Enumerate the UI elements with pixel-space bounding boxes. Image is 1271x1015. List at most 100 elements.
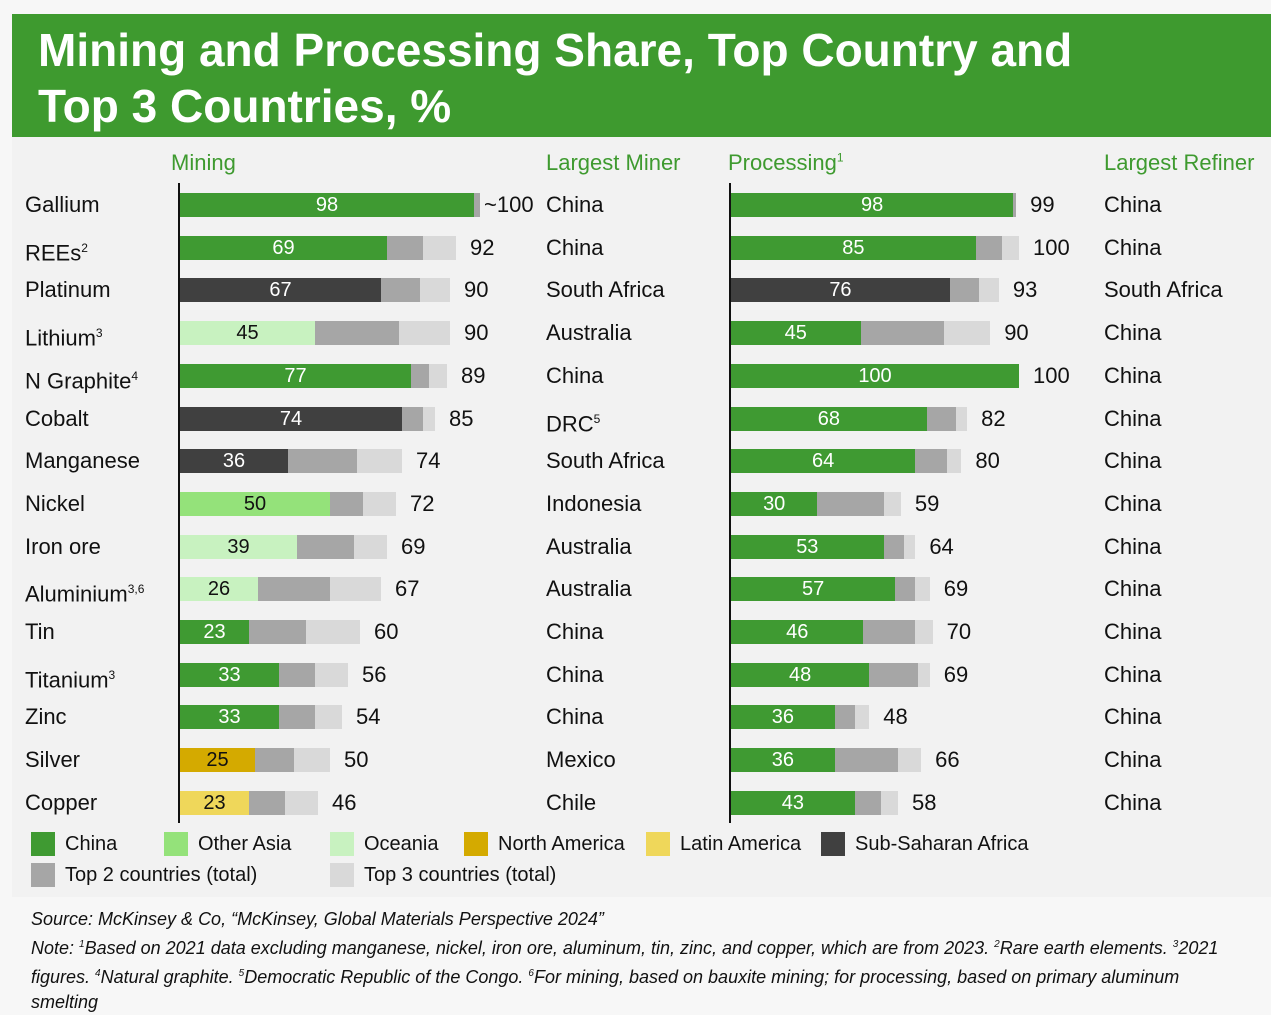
row-gallium-processing-top1-bar [731, 193, 1014, 217]
note-part-1: Based on 2021 data excluding manganese, … [84, 938, 995, 958]
source-text: Source: McKinsey & Co, “McKinsey, Global… [31, 909, 604, 929]
row-platinum-largest-miner-text: South Africa [546, 277, 665, 303]
row-nickel-mining-top3-label: 72 [410, 490, 435, 516]
legend-other-asia-swatch [164, 832, 188, 856]
row-aluminium-mining-top3-label: 67 [395, 576, 420, 602]
row-cobalt-processing-top1-bar [731, 406, 927, 431]
row-tin-mining-top3-label: 60 [374, 619, 399, 644]
row-tin-name-text: Tin [25, 619, 55, 644]
row-silver-mining-top1-bar [180, 748, 255, 773]
row-lithium-mining-top3-label: 90 [464, 320, 489, 346]
row-gallium-name: Gallium [25, 193, 100, 217]
row-copper-mining-top1-bar [180, 790, 249, 815]
row-manganese-processing-top1-bar [731, 449, 916, 474]
row-silver-name: Silver [25, 748, 80, 772]
row-titanium-largest-refiner-text: China [1104, 661, 1162, 687]
row-copper-processing-top3-label: 58 [912, 789, 937, 815]
row-lithium-largest-miner-text: Australia [546, 320, 632, 346]
row-nickel-processing-top1-bar [731, 491, 818, 516]
header-largest-refiner: Largest Refiner [1104, 150, 1255, 175]
note-part-4: Natural graphite. [100, 967, 239, 987]
row-rees-processing-top1-label: 85 [842, 236, 865, 259]
note-sup-2: 2 [994, 939, 1000, 950]
row-aluminium-name-sup: 3,6 [127, 582, 145, 597]
row-iron-ore-largest-refiner-text: China [1104, 533, 1162, 559]
legend-north-america-swatch [464, 832, 488, 856]
row-platinum-processing-top1-label: 76 [829, 279, 852, 302]
row-tin-largest-miner: China [546, 620, 603, 644]
note-text: Note: 1Based on 2021 data excluding mang… [31, 932, 1241, 1015]
row-cobalt-largest-miner: DRC5 [546, 407, 600, 436]
row-n-graphite-largest-miner-text: China [546, 362, 604, 388]
row-titanium-largest-refiner: China [1104, 661, 1162, 687]
row-manganese-processing-top3-label: 80 [975, 448, 1000, 474]
note-sup-6: 6 [528, 968, 534, 979]
note-sup-1: 1 [79, 939, 85, 950]
row-rees-largest-refiner-text: China [1104, 234, 1162, 260]
legend-top-2-countries-total-swatch [31, 863, 55, 887]
row-aluminium-processing-top1-bar [731, 577, 896, 602]
row-aluminium-processing-top3-label: 69 [943, 576, 969, 602]
row-manganese-mining-top3-label: 74 [416, 448, 441, 474]
row-titanium-processing-top1-bar [731, 662, 870, 687]
row-titanium-largest-miner: China [546, 662, 603, 687]
row-nickel-largest-miner: Indonesia [546, 491, 641, 516]
row-n-graphite-largest-miner: China [546, 362, 604, 388]
row-n-graphite-mining-top1-bar [180, 363, 411, 388]
row-silver-largest-refiner: China [1104, 748, 1161, 772]
row-copper-largest-miner-text: Chile [546, 789, 597, 815]
row-platinum-name-text: Platinum [25, 277, 111, 303]
row-iron-ore-processing-top1-bar [731, 534, 884, 559]
row-gallium-mining-top3-label: ~100 [484, 192, 534, 217]
note-sup-5: 5 [238, 968, 245, 979]
row-copper-largest-refiner-text: China [1104, 789, 1162, 815]
row-nickel-mining-top1-label: 50 [243, 492, 267, 515]
row-nickel-mining-top1-bar [180, 491, 330, 516]
row-cobalt-largest-refiner-text: China [1104, 405, 1162, 431]
chart-title: Mining and Processing Share, Top Country… [38, 24, 1073, 132]
row-copper-processing-top1-label: 43 [781, 791, 805, 814]
row-platinum-processing-top3-label: 93 [1012, 277, 1038, 303]
header-mining: Mining [171, 150, 236, 175]
row-copper-largest-miner: Chile [546, 789, 597, 815]
row-manganese-mining-top1-label: 36 [222, 450, 246, 473]
row-iron-ore-mining-top1-label: 39 [227, 535, 250, 558]
row-nickel-largest-refiner-text: China [1104, 490, 1162, 516]
note-sup-4: 4 [95, 968, 101, 979]
row-aluminium-largest-refiner: China [1104, 577, 1161, 601]
row-rees-largest-miner: China [546, 235, 603, 260]
row-lithium-processing-top1-bar [731, 321, 861, 346]
row-platinum-mining-top1-label: 67 [269, 279, 292, 302]
row-silver-largest-miner: Mexico [546, 748, 616, 772]
row-platinum-largest-refiner-text: South Africa [1104, 277, 1223, 303]
row-nickel-processing-top3-label: 59 [914, 490, 940, 516]
row-zinc-processing-top1-bar [731, 705, 835, 730]
row-lithium-name: Lithium3 [25, 321, 103, 350]
row-aluminium-mining-top1-bar [180, 577, 258, 602]
row-iron-ore-largest-miner: Australia [546, 534, 632, 559]
row-tin-mining-top1-label: 23 [203, 621, 226, 643]
row-copper-mining-top1-label: 23 [203, 791, 226, 814]
row-cobalt-largest-miner-sup: 5 [593, 411, 601, 426]
row-aluminium-largest-miner: Australia [546, 577, 632, 601]
row-cobalt-processing-top3-label: 82 [981, 405, 1006, 431]
header-processing: Processing1 [728, 150, 844, 176]
row-aluminium-largest-miner-text: Australia [546, 576, 632, 602]
row-titanium-processing-top1-label: 48 [788, 663, 812, 686]
row-manganese-largest-refiner: China [1104, 449, 1161, 473]
row-gallium-processing-top3-label: 99 [1030, 192, 1055, 217]
title-banner: Mining and Processing Share, Top Country… [12, 14, 1271, 137]
row-platinum-processing-top1-bar [731, 278, 950, 303]
row-zinc-mining-top3-label: 54 [356, 704, 381, 730]
legend-north-america-label: North America [498, 833, 625, 855]
row-silver-mining-top3-label: 50 [344, 747, 369, 773]
header-processing-label: Processing [728, 150, 837, 175]
row-titanium-name-text: Titanium [25, 667, 109, 693]
row-platinum-name: Platinum [25, 278, 111, 302]
row-rees-largest-refiner: China [1104, 234, 1162, 260]
row-aluminium-mining-top1-label: 26 [207, 578, 231, 601]
row-titanium-processing-top3-label: 69 [943, 661, 969, 687]
row-iron-ore-mining-top1-bar [180, 534, 297, 559]
row-cobalt-largest-miner-text: DRC [546, 410, 594, 436]
row-manganese-name: Manganese [25, 449, 140, 473]
